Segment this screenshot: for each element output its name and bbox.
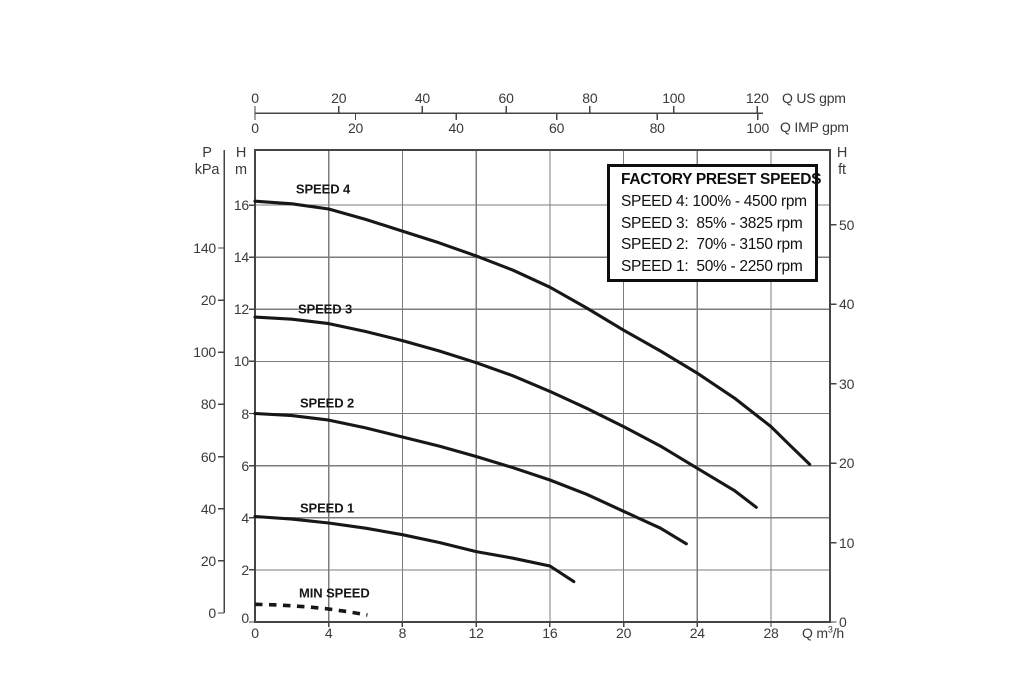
- flow-m3h-tick-label: 20: [616, 625, 632, 641]
- imp-gpm-tick-label: 100: [746, 120, 770, 136]
- head-m-tick-label: 4: [241, 509, 249, 526]
- x-axis-title-m3h: Q m3/h: [802, 624, 844, 641]
- head-m-tick-label: 12: [233, 301, 249, 318]
- x-axis-title-us-gpm: Q US gpm: [782, 90, 846, 106]
- us-gpm-tick-label: 60: [498, 90, 514, 106]
- us-gpm-tick-label: 80: [582, 90, 598, 106]
- head-ft-tick-label: 50: [839, 216, 855, 233]
- kpa-tick-label: 20: [200, 292, 216, 309]
- head-ft-tick-label: 40: [839, 296, 855, 313]
- us-gpm-tick-label: 0: [251, 90, 259, 106]
- series-label-speed-1: SPEED 1: [299, 500, 355, 516]
- series-label-speed-2: SPEED 2: [299, 395, 355, 411]
- flow-m3h-tick-label: 28: [763, 625, 779, 641]
- kpa-tick-label: 0: [208, 605, 216, 621]
- legend-row: SPEED 2: 70% - 3150 rpm: [621, 236, 803, 253]
- imp-gpm-tick-label: 80: [649, 120, 665, 136]
- kpa-tick-label: 60: [200, 448, 216, 465]
- legend-factory-preset-speeds: FACTORY PRESET SPEEDS SPEED 4: 100% - 45…: [607, 164, 822, 282]
- us-gpm-tick-label: 120: [745, 90, 769, 106]
- us-gpm-tick-label: 100: [662, 90, 685, 106]
- head-ft-tick-label: 0: [839, 614, 847, 630]
- axis-header-pressure-kpa: P kPa: [194, 145, 220, 178]
- imp-gpm-tick-label: 60: [549, 120, 565, 136]
- head-m-tick-label: 2: [241, 561, 249, 578]
- kpa-tick-label: 80: [200, 396, 216, 413]
- head-ft-tick-label: 10: [839, 534, 855, 551]
- legend-title: FACTORY PRESET SPEEDS: [621, 171, 822, 188]
- axis-header-head-ft: H ft: [836, 145, 848, 178]
- series-label-speed-4: SPEED 4: [295, 181, 351, 197]
- kpa-tick-label: 140: [193, 240, 216, 257]
- head-m-tick-label: 16: [233, 197, 249, 214]
- x-axis-title-imp-gpm: Q IMP gpm: [780, 119, 849, 135]
- head-m-tick-label: 0: [241, 610, 249, 626]
- us-gpm-tick-label: 40: [414, 90, 431, 106]
- flow-m3h-tick-label: 12: [468, 625, 484, 641]
- legend-rows: SPEED 4: 100% - 4500 rpm SPEED 3: 85% - 3…: [621, 191, 809, 277]
- head-m-tick-label: 6: [241, 457, 249, 474]
- kpa-tick-label: 20: [200, 552, 216, 569]
- legend-row: SPEED 1: 50% - 2250 rpm: [621, 257, 803, 275]
- imp-gpm-tick-label: 40: [448, 120, 464, 136]
- flow-m3h-tick-label: 0: [251, 625, 259, 641]
- head-m-tick-label: 10: [233, 353, 249, 370]
- axis-header-head-m: H m: [235, 145, 247, 178]
- legend-row: SPEED 3: 85% - 3825 rpm: [621, 214, 803, 232]
- head-m-tick-label: 8: [241, 405, 249, 422]
- us-gpm-tick-label: 20: [331, 90, 347, 106]
- flow-m3h-tick-label: 24: [689, 625, 705, 641]
- flow-m3h-tick-label: 16: [542, 625, 558, 641]
- imp-gpm-tick-label: 20: [347, 120, 364, 136]
- flow-m3h-tick-label: 4: [324, 625, 333, 641]
- series-label-speed-3: SPEED 3: [297, 301, 353, 317]
- head-ft-tick-label: 20: [839, 455, 855, 472]
- flow-m3h-tick-label: 8: [398, 625, 407, 641]
- series-label-min-speed: MIN SPEED: [299, 585, 370, 601]
- imp-gpm-tick-label: 0: [251, 120, 259, 136]
- head-m-tick-label: 14: [233, 249, 249, 266]
- kpa-tick-label: 40: [200, 500, 216, 517]
- kpa-tick-label: 100: [193, 344, 216, 361]
- legend-row: SPEED 4: 100% - 4500 rpm: [621, 193, 807, 210]
- head-ft-tick-label: 30: [839, 375, 855, 392]
